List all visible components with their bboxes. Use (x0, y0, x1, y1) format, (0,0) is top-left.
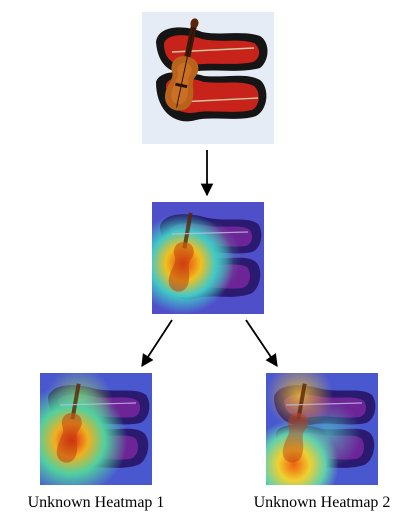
caption-heatmap-2: Unknown Heatmap 2 (253, 494, 391, 511)
arrow-right (245, 319, 278, 368)
heatmap-bottom-left (40, 373, 152, 485)
heatmap-bottom-right (266, 373, 378, 485)
original-violin-image (142, 12, 274, 144)
heatmap-middle (152, 202, 264, 314)
caption-heatmap-1: Unknown Heatmap 1 (27, 494, 165, 511)
arrow-left (141, 319, 173, 368)
